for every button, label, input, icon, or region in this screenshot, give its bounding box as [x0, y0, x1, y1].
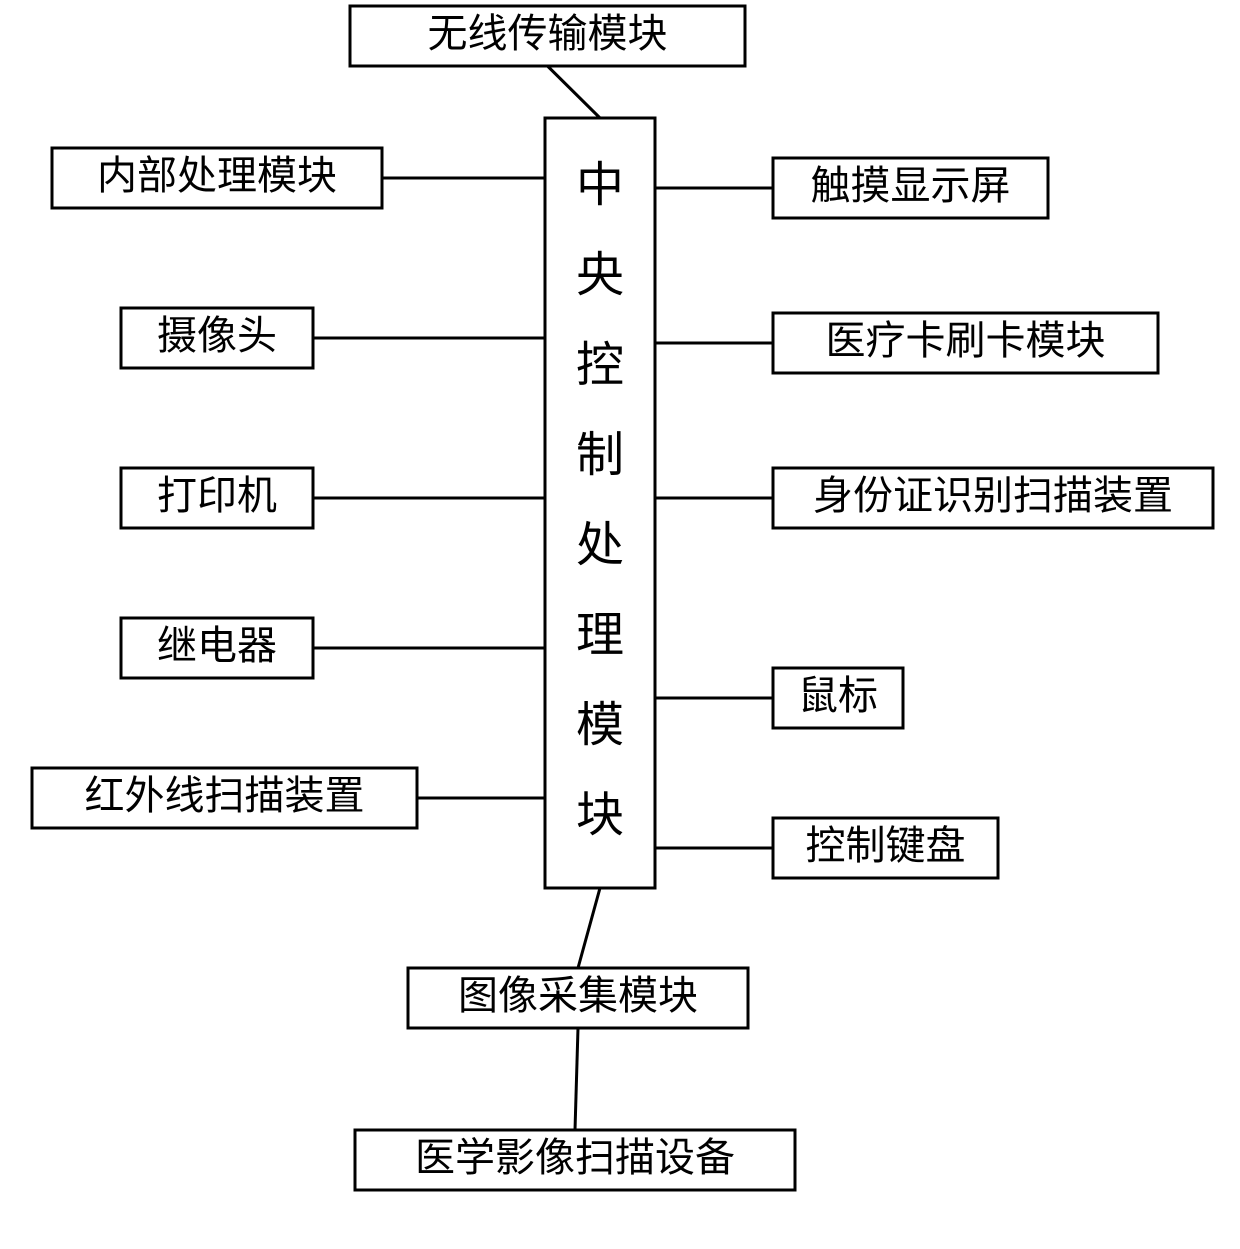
svg-text:打印机: 打印机 — [157, 473, 277, 518]
svg-text:无线传输模块: 无线传输模块 — [428, 11, 668, 56]
svg-text:控: 控 — [576, 339, 624, 392]
svg-text:理: 理 — [576, 609, 624, 662]
svg-text:身份证识别扫描装置: 身份证识别扫描装置 — [813, 473, 1173, 518]
node-b1: 图像采集模块 — [408, 968, 748, 1028]
svg-text:鼠标: 鼠标 — [798, 673, 878, 718]
node-l2: 摄像头 — [121, 308, 313, 368]
svg-text:红外线扫描装置: 红外线扫描装置 — [85, 773, 365, 818]
svg-text:摄像头: 摄像头 — [157, 313, 277, 358]
node-l4: 继电器 — [121, 618, 313, 678]
node-r1: 触摸显示屏 — [773, 158, 1048, 218]
node-b2: 医学影像扫描设备 — [355, 1130, 795, 1190]
node-l3: 打印机 — [121, 468, 313, 528]
svg-text:触摸显示屏: 触摸显示屏 — [811, 163, 1011, 208]
svg-text:控制键盘: 控制键盘 — [806, 823, 966, 868]
svg-text:央: 央 — [576, 249, 624, 302]
node-r5: 控制键盘 — [773, 818, 998, 878]
node-r4: 鼠标 — [773, 668, 903, 728]
node-top: 无线传输模块 — [350, 6, 745, 66]
node-r2: 医疗卡刷卡模块 — [773, 313, 1158, 373]
svg-text:医学影像扫描设备: 医学影像扫描设备 — [415, 1135, 735, 1180]
svg-text:内部处理模块: 内部处理模块 — [97, 153, 337, 198]
svg-text:继电器: 继电器 — [157, 623, 277, 668]
svg-text:模: 模 — [576, 699, 624, 752]
node-l1: 内部处理模块 — [52, 148, 382, 208]
svg-text:制: 制 — [576, 429, 624, 482]
svg-text:医疗卡刷卡模块: 医疗卡刷卡模块 — [826, 318, 1106, 363]
node-r3: 身份证识别扫描装置 — [773, 468, 1213, 528]
svg-text:图像采集模块: 图像采集模块 — [458, 973, 698, 1018]
node-center: 中央控制处理模块 — [545, 118, 655, 888]
svg-text:中: 中 — [576, 159, 624, 212]
diagram-canvas: 中央控制处理模块 无线传输模块内部处理模块摄像头打印机继电器红外线扫描装置 触摸显示… — [0, 0, 1240, 1244]
svg-text:块: 块 — [576, 789, 624, 842]
node-l5: 红外线扫描装置 — [32, 768, 417, 828]
svg-text:处: 处 — [576, 519, 624, 572]
